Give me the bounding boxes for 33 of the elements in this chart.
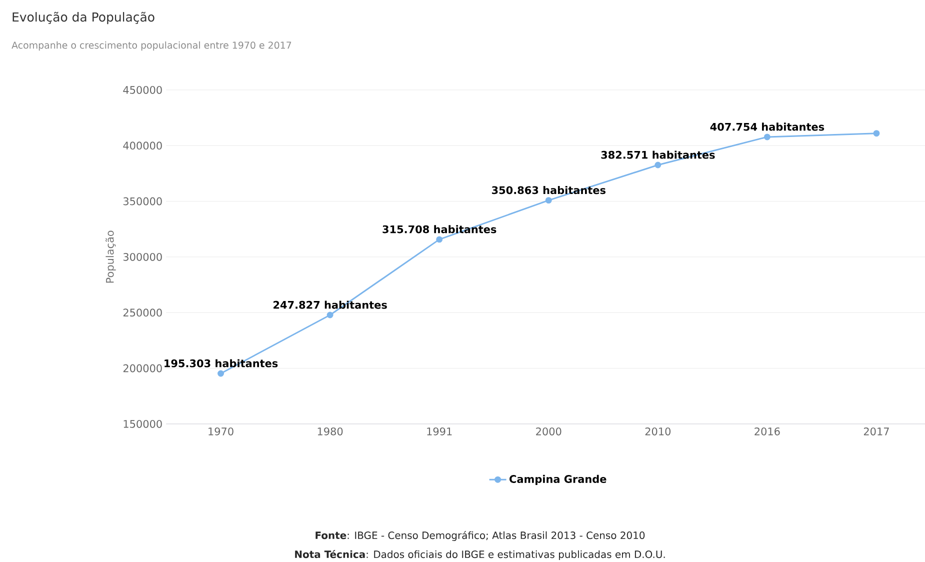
y-axis-title: População [106,230,116,283]
data-label: 195.303 habitantes [164,359,278,368]
x-tick-label: 1970 [208,427,234,436]
x-tick-label: 2000 [536,427,562,436]
point [436,236,443,243]
y-tick-label: 250000 [123,308,162,317]
x-tick-label: 1991 [427,427,452,436]
point [326,312,334,318]
y-tick-label: 450000 [123,86,162,94]
text: Fonte: IBGE - Censo Demográfico; Atlas Brasil 2013 - Censo 2010 [316,530,645,542]
x-tick-label: 2016 [754,427,780,436]
x-tick-label: 2010 [645,427,671,436]
point [545,197,552,204]
data-label: 315.708 habitantes [382,225,496,234]
point [654,162,662,168]
chart-title: Evolução da População [12,12,154,24]
chart-subtitle: Acompanhe o crescimento populacional entre 1970 e 2017 [12,41,292,51]
legend-label: Campina Grande [510,474,606,485]
y-tick-label: 350000 [123,197,162,206]
x-tick-label: 1980 [318,427,343,436]
x-tick-label: 2017 [864,427,889,436]
y-tick-label: 300000 [123,252,162,261]
point [218,370,224,377]
text: Nota Técnica: Dados oficiais do IBGE e estimativas publicadas em D.O.U. [295,550,665,560]
data-label: 407.754 habitantes [710,122,824,131]
data-label: 350.863 habitantes [492,186,606,194]
point [764,134,770,140]
point [873,130,880,137]
data-label: 247.827 habitantes [274,300,387,309]
y-tick-label: 400000 [123,142,162,150]
y-tick-label: 150000 [124,420,162,428]
data-label: 382.571 habitantes [601,150,715,159]
y-tick-label: 200000 [123,364,162,372]
